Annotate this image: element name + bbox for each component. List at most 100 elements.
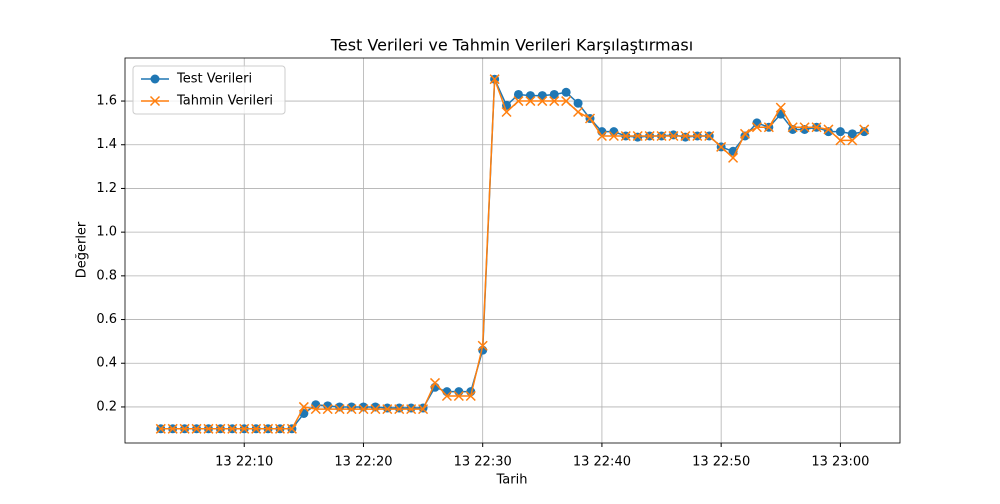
point xyxy=(584,113,596,124)
point xyxy=(859,127,869,137)
point xyxy=(787,122,798,133)
chart-title: Test Verileri ve Tahmin Verileri Karşıla… xyxy=(330,36,693,55)
point xyxy=(633,132,643,142)
point xyxy=(477,340,488,351)
legend-marker xyxy=(149,95,161,107)
point xyxy=(155,423,166,434)
point xyxy=(453,390,464,402)
point xyxy=(752,118,762,128)
point xyxy=(513,89,523,99)
point xyxy=(680,130,691,142)
point xyxy=(608,130,619,142)
x-tick-label: 13 22:10 xyxy=(215,455,273,470)
point xyxy=(406,403,416,413)
point xyxy=(716,141,727,152)
point xyxy=(358,404,369,415)
y-axis-label: Değerler xyxy=(75,221,90,278)
y-tick-label: 1.2 xyxy=(96,181,117,196)
y-tick-label: 1.4 xyxy=(96,137,117,152)
point xyxy=(859,124,870,135)
point xyxy=(728,152,739,163)
point xyxy=(382,403,392,413)
point xyxy=(573,98,583,108)
point xyxy=(215,423,226,434)
point xyxy=(835,135,846,146)
point xyxy=(441,390,452,402)
point xyxy=(739,128,751,139)
legend-marker xyxy=(150,74,160,84)
point xyxy=(549,96,560,107)
point xyxy=(847,129,857,139)
point xyxy=(286,423,297,434)
y-tick-label: 0.4 xyxy=(96,356,117,371)
point xyxy=(561,96,572,107)
point xyxy=(251,423,262,434)
point xyxy=(835,127,845,137)
point xyxy=(513,96,524,107)
point xyxy=(644,130,655,142)
y-tick-label: 0.2 xyxy=(96,399,117,414)
point xyxy=(227,423,238,434)
point xyxy=(573,106,584,118)
point xyxy=(632,130,643,142)
point xyxy=(322,404,333,415)
point xyxy=(370,404,381,415)
point xyxy=(239,423,250,434)
point xyxy=(751,122,762,133)
point xyxy=(799,122,810,133)
point xyxy=(274,423,286,434)
point xyxy=(620,130,631,142)
point xyxy=(692,130,703,142)
point xyxy=(323,401,333,411)
point xyxy=(847,135,858,146)
legend-box xyxy=(132,65,286,115)
point xyxy=(489,74,500,85)
point xyxy=(704,130,715,142)
point xyxy=(394,404,405,415)
point xyxy=(680,132,690,142)
point xyxy=(334,404,345,415)
point xyxy=(203,423,214,434)
point xyxy=(609,127,619,137)
point xyxy=(406,404,417,415)
y-tick-label: 0.8 xyxy=(96,268,117,283)
point xyxy=(298,401,309,412)
point xyxy=(656,130,667,142)
x-tick-label: 13 22:50 xyxy=(692,455,750,470)
legend-label: Test Verileri xyxy=(176,72,252,87)
point xyxy=(263,423,274,434)
point xyxy=(429,377,441,388)
point xyxy=(537,96,548,107)
point xyxy=(418,404,429,415)
point xyxy=(454,387,464,397)
y-tick-label: 1.0 xyxy=(96,225,117,240)
point xyxy=(763,122,774,133)
y-tick-label: 1.6 xyxy=(96,94,117,109)
point xyxy=(167,423,178,434)
point xyxy=(179,423,190,434)
point xyxy=(382,404,393,415)
point xyxy=(310,404,321,415)
point xyxy=(525,96,536,107)
point xyxy=(501,106,512,118)
point xyxy=(561,87,571,97)
x-tick-label: 13 22:20 xyxy=(334,455,392,470)
x-tick-label: 13 23:00 xyxy=(811,455,869,470)
point xyxy=(775,102,786,113)
plot-frame xyxy=(124,57,901,444)
point xyxy=(346,404,357,415)
point xyxy=(823,124,834,135)
point xyxy=(668,130,679,142)
point xyxy=(596,130,607,142)
point xyxy=(811,122,822,133)
point xyxy=(191,423,202,434)
point xyxy=(668,130,678,140)
y-tick-label: 0.6 xyxy=(96,312,117,327)
point xyxy=(549,89,559,99)
legend-label: Tahmin Verileri xyxy=(176,94,273,109)
point xyxy=(394,403,404,413)
x-tick-label: 13 22:40 xyxy=(573,455,631,470)
point xyxy=(465,390,476,402)
x-tick-label: 13 22:30 xyxy=(454,455,512,470)
